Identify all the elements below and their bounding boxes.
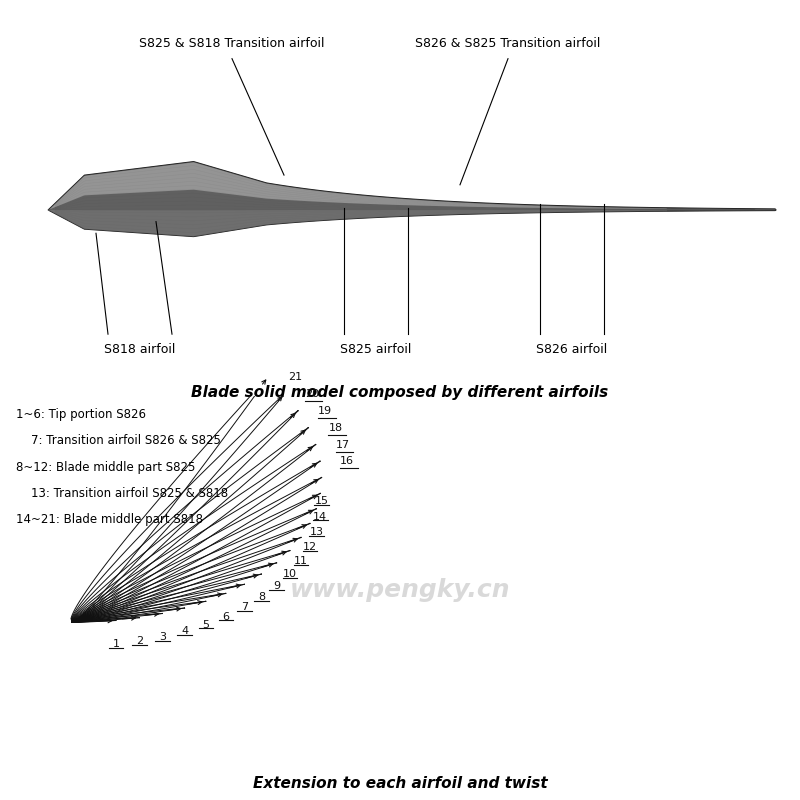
Text: 9: 9: [273, 581, 280, 591]
Text: S825 & S818 Transition airfoil: S825 & S818 Transition airfoil: [139, 37, 325, 50]
Text: 17: 17: [336, 439, 350, 450]
Text: 10: 10: [283, 569, 297, 578]
Text: www.pengky.cn: www.pengky.cn: [290, 578, 510, 602]
Text: 2: 2: [136, 636, 143, 646]
Text: S818 airfoil: S818 airfoil: [104, 343, 176, 356]
Text: S826 & S825 Transition airfoil: S826 & S825 Transition airfoil: [415, 37, 601, 50]
Text: 7: Transition airfoil S826 & S825: 7: Transition airfoil S826 & S825: [16, 434, 221, 447]
Text: 5: 5: [202, 619, 210, 630]
Text: 16: 16: [340, 456, 354, 466]
Text: 8: 8: [258, 592, 265, 602]
Text: 1: 1: [112, 638, 119, 649]
Text: 4: 4: [181, 626, 188, 636]
Polygon shape: [48, 162, 666, 210]
Text: 18: 18: [328, 422, 342, 433]
Text: 6: 6: [222, 611, 230, 622]
Polygon shape: [48, 162, 776, 237]
Text: 12: 12: [303, 542, 317, 552]
Text: S825 airfoil: S825 airfoil: [340, 343, 412, 356]
Text: 20: 20: [305, 389, 319, 398]
Polygon shape: [48, 210, 666, 237]
Text: 1~6: Tip portion S826: 1~6: Tip portion S826: [16, 408, 146, 421]
Text: 3: 3: [159, 632, 166, 642]
Text: 19: 19: [318, 406, 332, 416]
Text: 11: 11: [294, 556, 308, 566]
Text: 13: 13: [310, 527, 323, 537]
Text: 21: 21: [288, 372, 302, 382]
Text: 15: 15: [314, 496, 329, 506]
Text: 7: 7: [241, 602, 248, 613]
Text: Extension to each airfoil and twist: Extension to each airfoil and twist: [253, 776, 547, 791]
Text: 14: 14: [314, 511, 327, 522]
Text: 13: Transition airfoil S825 & S818: 13: Transition airfoil S825 & S818: [16, 487, 228, 500]
Text: Blade solid model composed by different airfoils: Blade solid model composed by different …: [191, 385, 609, 400]
Text: 8~12: Blade middle part S825: 8~12: Blade middle part S825: [16, 461, 195, 474]
Text: S826 airfoil: S826 airfoil: [536, 343, 608, 356]
Text: 14~21: Blade middle part S818: 14~21: Blade middle part S818: [16, 513, 203, 526]
